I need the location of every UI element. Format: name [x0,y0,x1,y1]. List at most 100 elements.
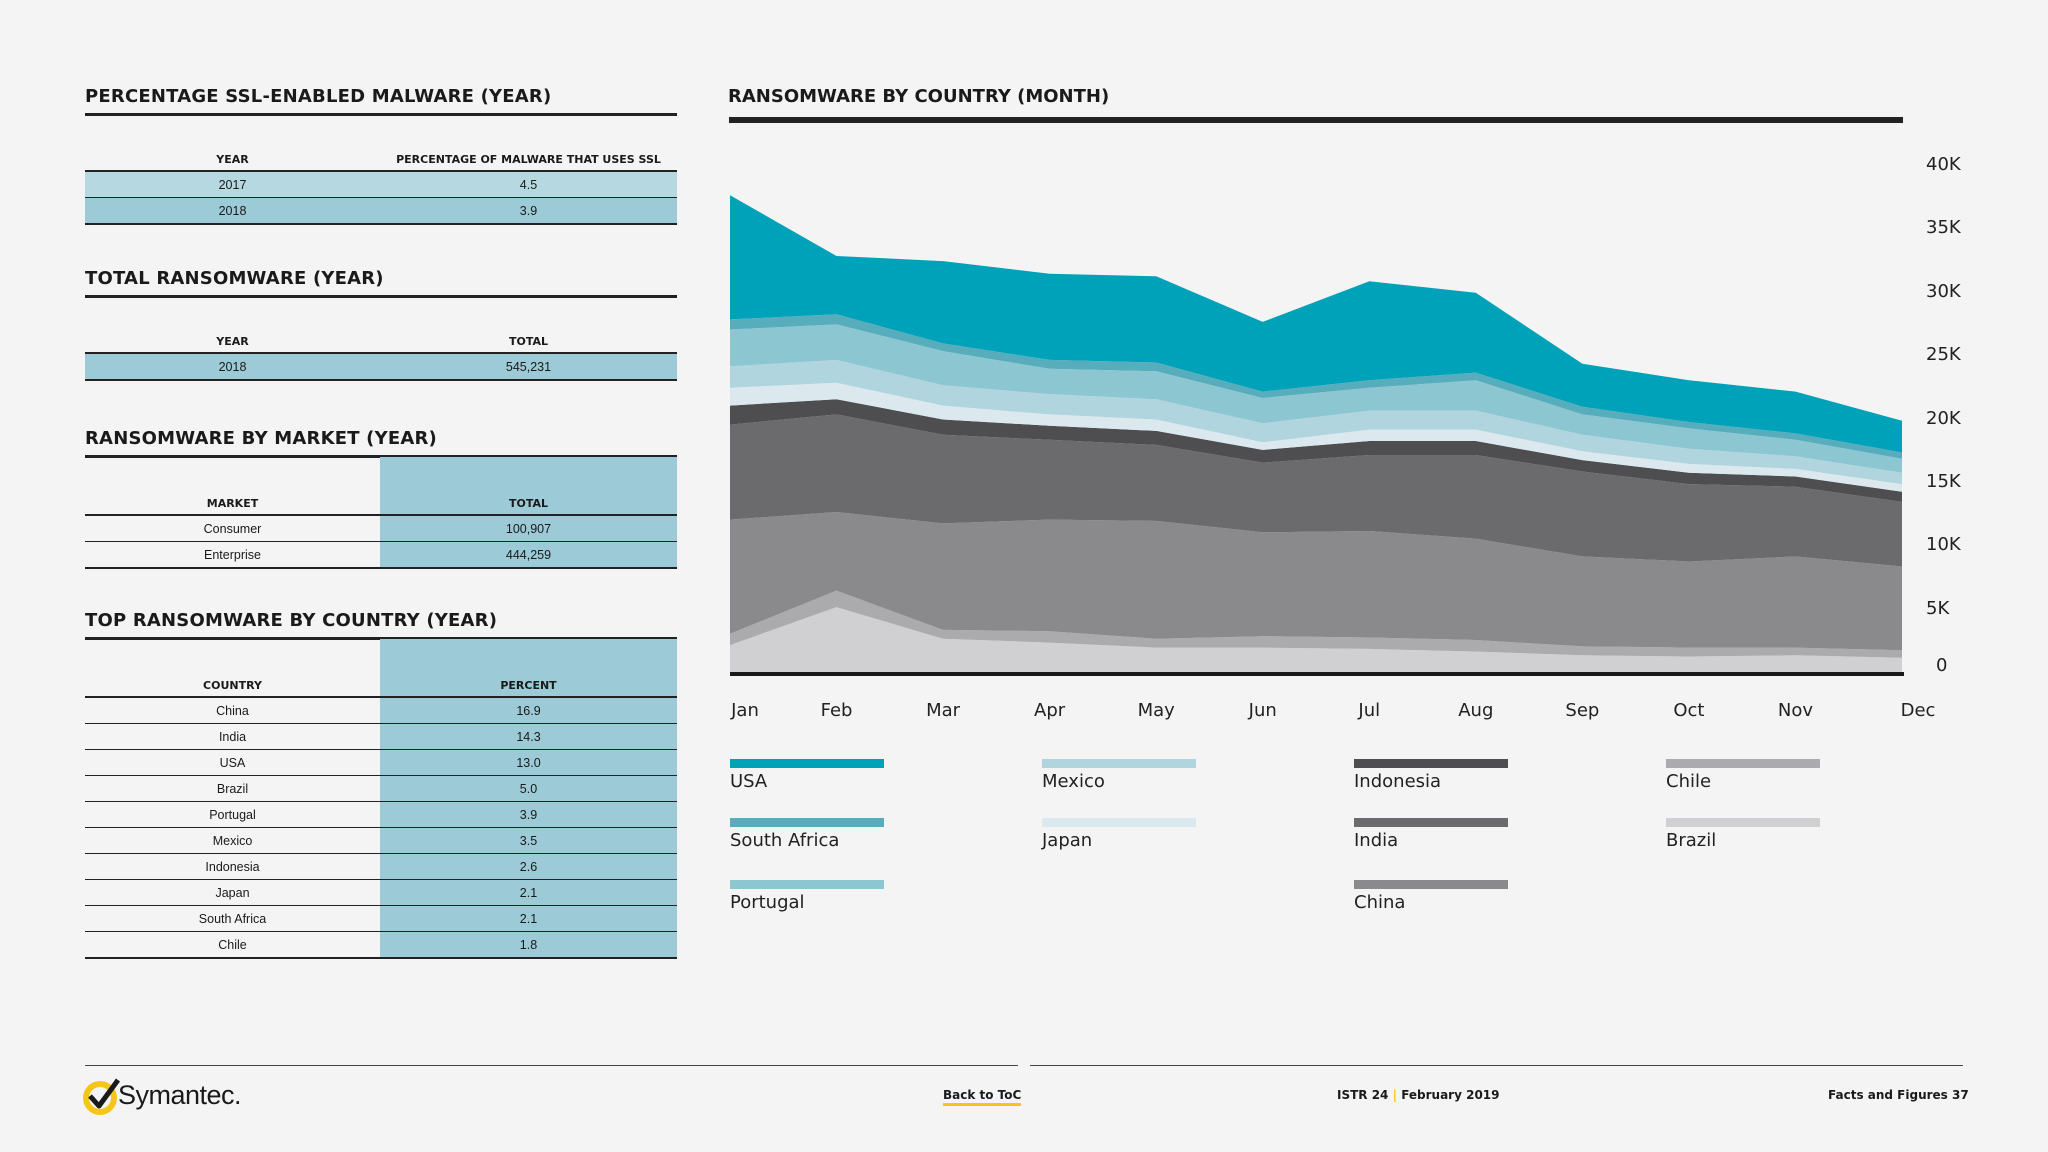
legend-item-indonesia: Indonesia [1354,759,1554,792]
ssl-table: YEAR PERCENTAGE OF MALWARE THAT USES SSL… [85,144,677,225]
area-series-china [730,512,1902,651]
legend-label: Chile [1666,771,1712,792]
country-percent-cell: 1.8 [380,931,677,959]
top-header-country: COUNTRY [85,639,380,698]
legend-swatch [1354,759,1508,768]
section-label: Facts and Figures [1828,1088,1948,1102]
country-percent-cell: 2.1 [380,879,677,906]
legend-item-mexico: Mexico [1042,759,1242,792]
page-number: 37 [1952,1088,1969,1102]
issue-separator: | [1392,1088,1397,1102]
country-percent-cell: 14.3 [380,723,677,750]
ssl-percent-cell: 4.5 [380,171,677,198]
chart-title: RANSOMWARE BY COUNTRY (MONTH) [728,86,1110,107]
market-header-total: TOTAL [380,457,677,516]
x-tick-label: Jan [731,700,759,721]
legend-label: India [1354,830,1399,851]
x-tick-label: Jul [1358,700,1381,721]
table-row: 2017 4.5 [85,171,677,198]
total-title: TOTAL RANSOMWARE (YEAR) [85,268,677,298]
table-row: Enterprise 444,259 [85,541,677,569]
country-percent-cell: 3.9 [380,801,677,828]
x-tick-label: Sep [1565,700,1600,721]
ssl-percent-cell: 3.9 [380,197,677,225]
table-row: China 16.9 [85,697,677,724]
y-tick-label: 30K [1926,280,1961,302]
y-tick-label: 40K [1926,154,1961,175]
area-series-india [730,414,1902,567]
country-percent-cell: 2.6 [380,853,677,880]
x-tick-label: Nov [1777,700,1814,721]
country-name-cell: Brazil [85,775,380,802]
country-percent-cell: 3.5 [380,827,677,854]
footer-rule-left [85,1065,1018,1066]
table-row: South Africa 2.1 [85,905,677,932]
y-tick-label: 35K [1926,217,1961,239]
table-row: Mexico 3.5 [85,827,677,854]
legend-item-usa: USA [730,759,930,792]
area-series-south-africa [730,314,1902,459]
table-row: Brazil 5.0 [85,775,677,802]
table-row: Consumer 100,907 [85,515,677,542]
legend-label: China [1354,892,1406,913]
table-row: USA 13.0 [85,749,677,776]
total-header-year: YEAR [85,326,380,354]
legend-swatch [1042,818,1196,827]
country-name-cell: Japan [85,879,380,906]
x-tick-label: Dec [1900,700,1936,721]
top-country-title: TOP RANSOMWARE BY COUNTRY (YEAR) [85,610,677,640]
country-percent-cell: 13.0 [380,749,677,776]
legend-item-india: India [1354,818,1554,851]
total-year-cell: 2018 [85,353,380,381]
area-series-portugal [730,324,1902,473]
area-series-chile [730,590,1902,658]
ssl-year-cell: 2018 [85,197,380,225]
ssl-header-year: YEAR [85,144,380,172]
legend-label: Mexico [1042,771,1105,792]
country-name-cell: Indonesia [85,853,380,880]
logo-wordmark: Symantec. [118,1080,242,1110]
legend-swatch [1042,759,1196,768]
legend-swatch [730,818,884,827]
footer-rule-right [1030,1065,1963,1066]
market-title: RANSOMWARE BY MARKET (YEAR) [85,428,677,458]
legend-label: Indonesia [1354,771,1442,792]
legend-item-south-africa: South Africa [730,818,930,851]
table-row: Portugal 3.9 [85,801,677,828]
area-series-usa [730,195,1902,453]
x-tick-label: Oct [1673,700,1705,721]
table-row: Japan 2.1 [85,879,677,906]
country-name-cell: USA [85,749,380,776]
legend-swatch [1666,818,1820,827]
x-tick-label: May [1137,700,1175,721]
legend-item-chile: Chile [1666,759,1866,792]
market-total-cell: 100,907 [380,515,677,542]
country-name-cell: South Africa [85,905,380,932]
x-tick-label: Apr [1034,700,1066,721]
table-row: 2018 545,231 [85,353,677,381]
legend-swatch [730,759,884,768]
country-percent-cell: 16.9 [380,697,677,724]
total-value-cell: 545,231 [380,353,677,381]
area-series-japan [730,382,1902,492]
back-to-toc-link[interactable]: Back to ToC [943,1088,1022,1106]
top-country-table: COUNTRY PERCENT China 16.9 India 14.3 USA 13.… [85,639,677,959]
legend-label: USA [730,771,768,792]
table-row: India 14.3 [85,723,677,750]
x-tick-label: Jun [1248,700,1277,721]
legend-item-japan: Japan [1042,818,1242,851]
legend-swatch [1354,818,1508,827]
legend-item-china: China [1354,880,1554,913]
market-name-cell: Enterprise [85,541,380,569]
y-tick-label: 20K [1926,407,1961,429]
legend-item-brazil: Brazil [1666,818,1866,851]
ssl-title: PERCENTAGE SSL-ENABLED MALWARE (YEAR) [85,86,677,116]
country-name-cell: India [85,723,380,750]
y-tick-label: 15K [1926,470,1961,492]
legend-swatch [1666,759,1820,768]
x-tick-label: Feb [820,700,853,721]
issue-date: February 2019 [1401,1088,1500,1102]
area-series-mexico [730,359,1902,485]
table-row: 2018 3.9 [85,197,677,225]
